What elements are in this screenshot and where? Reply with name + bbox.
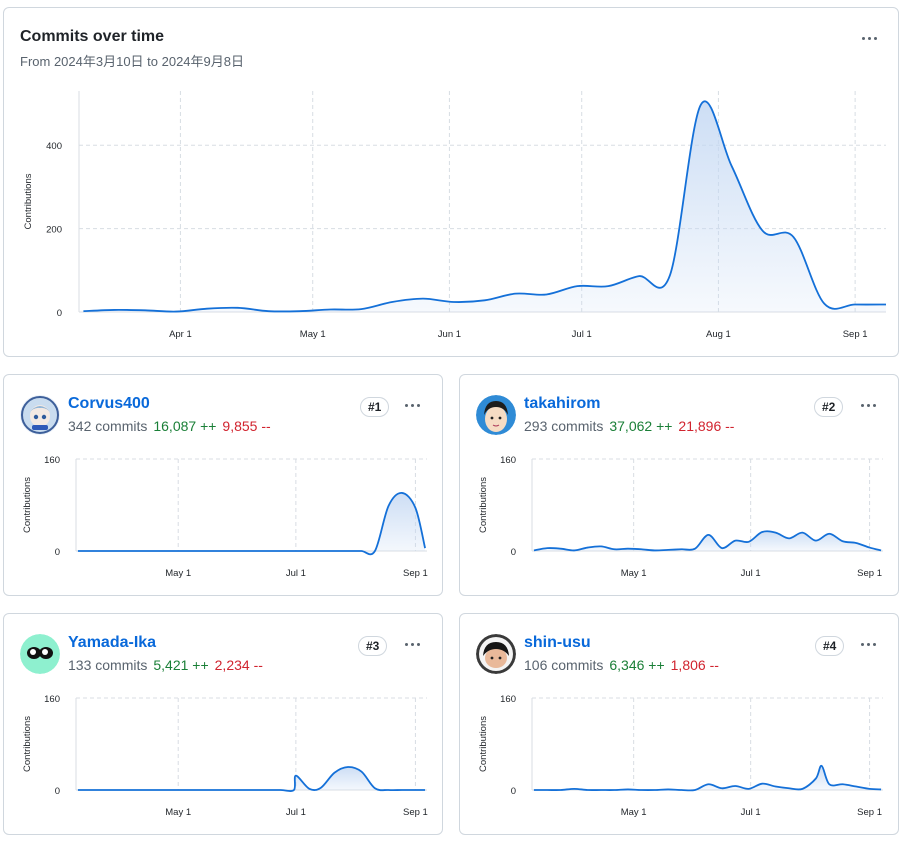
y-tick-label: 0	[511, 547, 516, 558]
contributor-card-shin-usu: shin-usu 106 commits 6,346 ++ 1,806 -- #4 …	[459, 613, 899, 835]
contributor-chart: 0 160 May 1 Jul 1 Sep 1 Contributions	[478, 455, 883, 579]
contributor-card-yamada-ika: Yamada-Ika 133 commits 5,421 ++ 2,234 -- #…	[3, 613, 443, 835]
contributor-card-takahirom: takahirom 293 commits 37,062 ++ 21,896 -- …	[459, 374, 899, 596]
series-area	[533, 531, 882, 551]
x-tick-label: Sep 1	[843, 329, 868, 340]
contributor-chart: 0 160 May 1 Jul 1 Sep 1 Contributions	[478, 694, 883, 818]
additions-count: 37,062 ++	[609, 418, 673, 434]
rank-badge: #3	[358, 636, 388, 656]
commit-count: 106 commits	[524, 657, 604, 673]
deletions-count: 2,234 --	[214, 657, 263, 673]
y-tick-label: 400	[46, 141, 62, 152]
y-tick-label: 160	[44, 455, 60, 466]
avatar[interactable]	[476, 634, 516, 674]
x-tick-label: Sep 1	[403, 807, 428, 818]
more-options-icon[interactable]	[854, 395, 882, 415]
x-tick-label: May 1	[300, 329, 326, 340]
avatar[interactable]	[476, 395, 516, 435]
contributor-name[interactable]: Corvus400	[68, 395, 150, 412]
y-tick-label: 0	[511, 786, 516, 797]
more-options-icon[interactable]	[855, 28, 883, 48]
contributor-chart: 0 160 May 1 Jul 1 Sep 1 Contributions	[22, 694, 428, 818]
y-axis-label: Contributions	[23, 173, 34, 229]
commit-count: 133 commits	[68, 657, 148, 673]
deletions-count: 21,896 --	[678, 418, 735, 434]
rank-badge: #4	[815, 636, 845, 656]
x-tick-label: Jul 1	[286, 807, 306, 818]
more-options-icon[interactable]	[398, 634, 426, 654]
avatar[interactable]	[20, 634, 60, 674]
additions-count: 5,421 ++	[153, 657, 209, 673]
y-axis-label: Contributions	[478, 477, 489, 533]
contributor-stats: 106 commits 6,346 ++ 1,806 --	[524, 657, 719, 673]
series-line	[77, 492, 426, 556]
x-tick-label: Sep 1	[857, 807, 882, 818]
y-axis-label: Contributions	[22, 477, 33, 533]
y-tick-label: 0	[55, 547, 60, 558]
y-tick-label: 160	[500, 455, 516, 466]
contributor-stats: 293 commits 37,062 ++ 21,896 --	[524, 418, 734, 434]
commit-count: 293 commits	[524, 418, 604, 434]
contributor-name[interactable]: Yamada-Ika	[68, 634, 157, 651]
page-title: Commits over time	[20, 28, 165, 45]
x-tick-label: Jul 1	[741, 807, 761, 818]
more-options-icon[interactable]	[854, 634, 882, 654]
series-area	[533, 765, 882, 791]
y-tick-label: 0	[55, 786, 60, 797]
x-tick-label: May 1	[621, 568, 647, 579]
x-tick-label: Jul 1	[572, 329, 592, 340]
commit-count: 342 commits	[68, 418, 148, 434]
deletions-count: 9,855 --	[222, 418, 271, 434]
contributor-chart: 0 160 May 1 Jul 1 Sep 1 Contributions	[22, 455, 428, 579]
additions-count: 16,087 ++	[153, 418, 217, 434]
contributor-card-corvus400: Corvus400 342 commits 16,087 ++ 9,855 -- #…	[3, 374, 443, 596]
contributor-name[interactable]: shin-usu	[524, 634, 591, 651]
x-tick-label: Apr 1	[169, 329, 192, 340]
series-area	[83, 101, 886, 312]
deletions-count: 1,806 --	[670, 657, 719, 673]
contributor-stats: 342 commits 16,087 ++ 9,855 --	[68, 418, 271, 434]
date-range-subtitle: From 2024年3月10日 to 2024年9月8日	[20, 54, 244, 69]
x-tick-label: Aug 1	[706, 329, 731, 340]
x-tick-label: Sep 1	[857, 568, 882, 579]
rank-badge: #1	[360, 397, 390, 417]
x-tick-label: Sep 1	[403, 568, 428, 579]
more-options-icon[interactable]	[398, 395, 426, 415]
x-tick-label: Jun 1	[438, 329, 461, 340]
additions-count: 6,346 ++	[609, 657, 665, 673]
x-tick-label: Jul 1	[286, 568, 306, 579]
x-tick-label: May 1	[165, 568, 191, 579]
commits-over-time-card: Commits over time From 2024年3月10日 to 202…	[3, 7, 899, 357]
x-tick-label: Jul 1	[741, 568, 761, 579]
y-axis-label: Contributions	[478, 716, 489, 772]
series-area	[77, 766, 426, 792]
y-tick-label: 200	[46, 225, 62, 236]
x-tick-label: May 1	[165, 807, 191, 818]
y-tick-label: 160	[500, 694, 516, 705]
series-line	[83, 100, 887, 313]
contributor-stats: 133 commits 5,421 ++ 2,234 --	[68, 657, 263, 673]
commits-over-time-chart: 0 200 400 Apr 1 May 1 Jun 1 Jul 1 Aug 1 Sep 1 Con…	[23, 91, 887, 340]
rank-badge: #2	[814, 397, 844, 417]
series-area	[77, 492, 426, 555]
x-tick-label: May 1	[621, 807, 647, 818]
y-tick-label: 160	[44, 694, 60, 705]
y-tick-label: 0	[57, 308, 62, 319]
series-line	[77, 766, 426, 792]
y-axis-label: Contributions	[22, 716, 33, 772]
series-line	[533, 764, 882, 792]
avatar[interactable]	[20, 395, 60, 435]
contributor-name[interactable]: takahirom	[524, 395, 601, 412]
